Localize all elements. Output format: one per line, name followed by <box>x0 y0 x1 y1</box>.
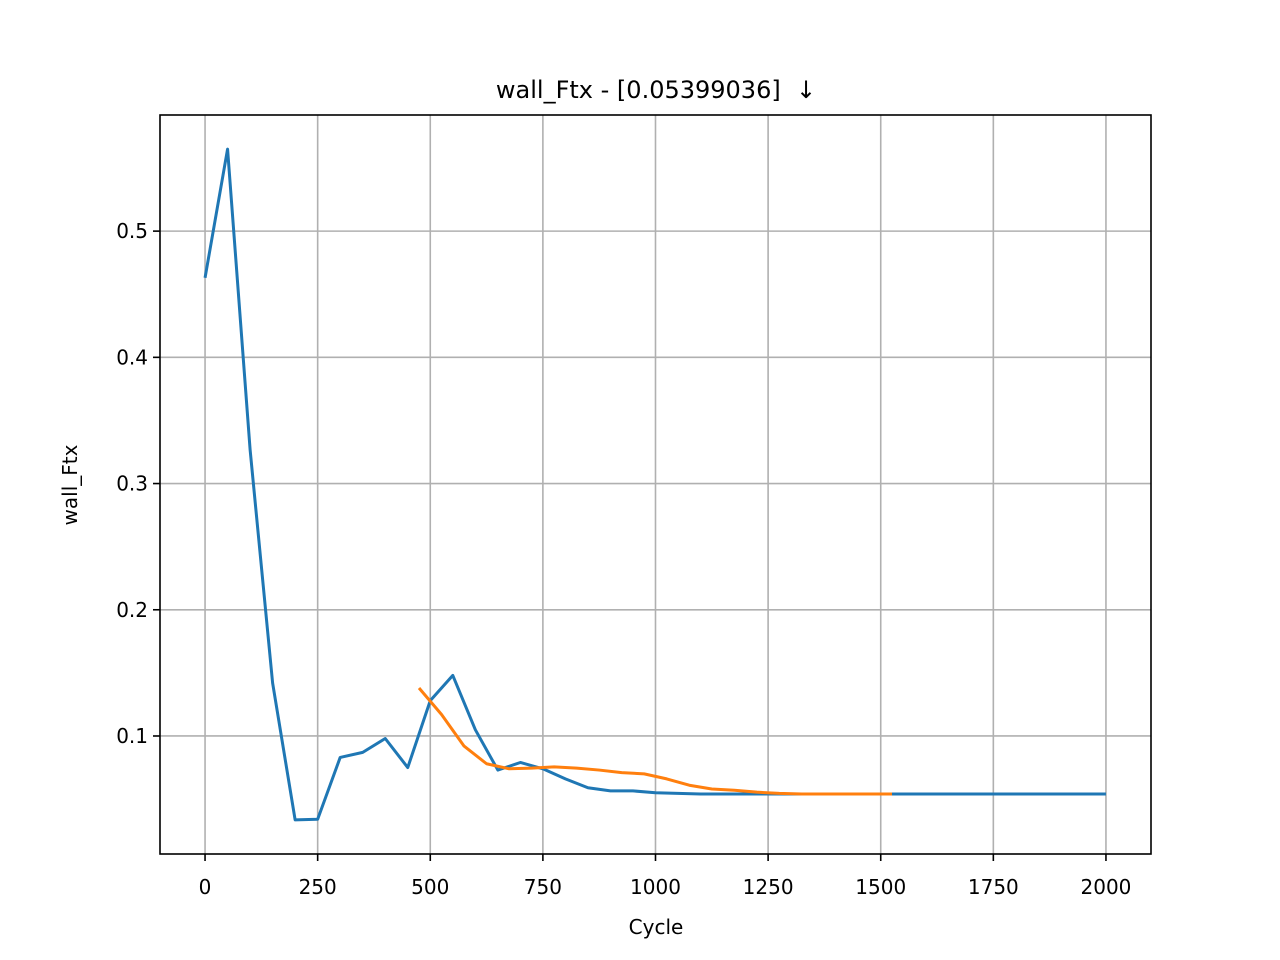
series-line <box>203 147 1106 822</box>
y-axis-label: wall_Ftx <box>58 444 82 525</box>
x-tick-label: 250 <box>299 875 337 899</box>
x-tick-label: 1750 <box>968 875 1019 899</box>
x-tick-label: 500 <box>411 875 449 899</box>
x-tick-label: 2000 <box>1081 875 1132 899</box>
x-tick-label: 750 <box>524 875 562 899</box>
x-tick-label: 1000 <box>630 875 681 899</box>
y-tick-label: 0.4 <box>116 345 148 369</box>
x-axis-label: Cycle <box>629 915 684 939</box>
y-tick-label: 0.3 <box>116 472 148 496</box>
y-tick-label: 0.2 <box>116 598 148 622</box>
x-tick-label: 1500 <box>855 875 906 899</box>
series-line <box>417 687 892 796</box>
chart-title: wall_Ftx - [0.05399036] ↓ <box>496 76 816 104</box>
y-tick-label: 0.5 <box>116 219 148 243</box>
x-tick-label: 1250 <box>743 875 794 899</box>
x-tick-label: 0 <box>199 875 212 899</box>
plot-frame <box>159 114 1152 855</box>
y-tick-label: 0.1 <box>116 724 148 748</box>
